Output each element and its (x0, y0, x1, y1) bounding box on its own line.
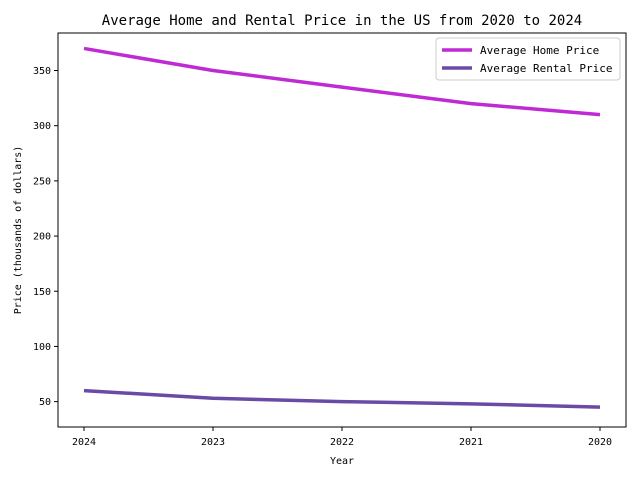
y-tick-label: 350 (33, 66, 51, 77)
series-line-1 (83, 388, 601, 409)
y-tick-label: 250 (33, 176, 51, 187)
x-tick-label: 2022 (330, 437, 354, 448)
series-lines (83, 46, 601, 409)
x-axis-label: Year (330, 456, 354, 467)
y-axis-ticks: 50 100 150 200 250 300 350 (33, 66, 58, 408)
x-axis-ticks: 2024 2023 2022 2021 2020 (72, 427, 612, 448)
x-tick-label: 2023 (201, 437, 225, 448)
y-tick-label: 300 (33, 121, 51, 132)
x-tick-label: 2024 (72, 437, 96, 448)
x-tick-label: 2021 (459, 437, 483, 448)
y-tick-label: 100 (33, 342, 51, 353)
y-axis-label: Price (thousands of dollars) (13, 146, 24, 315)
chart-title: Average Home and Rental Price in the US … (102, 13, 582, 29)
plot-area-frame (57, 32, 627, 428)
y-tick-label: 150 (33, 287, 51, 298)
legend-box (435, 37, 621, 81)
x-tick-label: 2020 (588, 437, 612, 448)
y-tick-label: 200 (33, 232, 51, 243)
legend-label: Average Rental Price (480, 62, 612, 75)
legend-label: Average Home Price (480, 44, 599, 57)
y-tick-label: 50 (39, 397, 51, 408)
legend: Average Home Price Average Rental Price (435, 37, 621, 81)
